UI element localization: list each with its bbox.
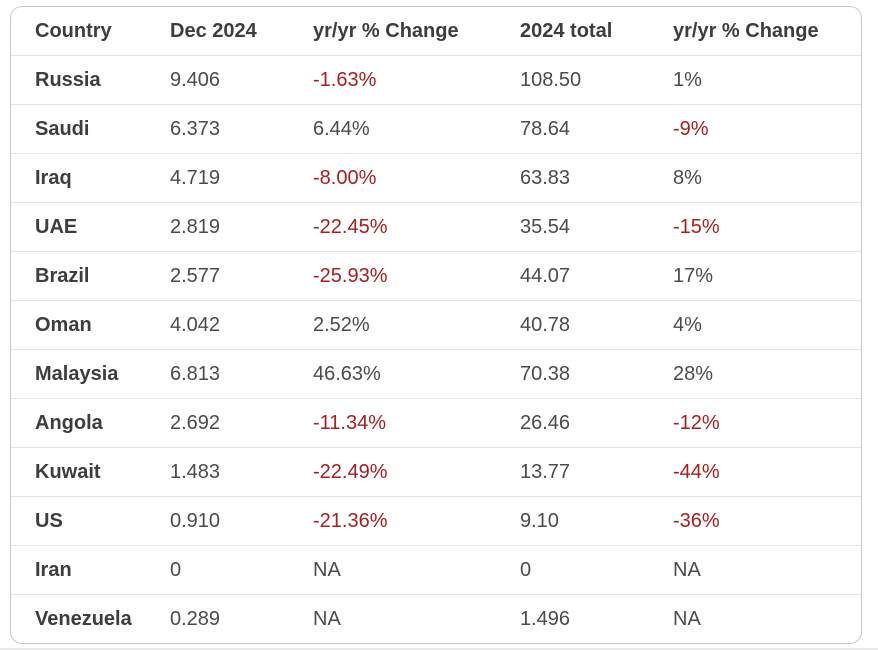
cell-2024-total: 9.10 — [520, 496, 673, 546]
cell-yoy-change-year: 28% — [673, 349, 861, 399]
cell-country: Kuwait — [11, 447, 170, 497]
cell-yoy-change-year: 4% — [673, 300, 861, 350]
cell-yoy-change-year: -44% — [673, 447, 861, 497]
cell-2024-total: 13.77 — [520, 447, 673, 497]
cell-country: Brazil — [11, 251, 170, 301]
country-exports-table-card: Country Dec 2024 yr/yr % Change 2024 tot… — [10, 6, 862, 644]
table-row: Saudi 6.373 6.44% 78.64 -9% — [11, 104, 861, 154]
cell-country: Malaysia — [11, 349, 170, 399]
cell-country: US — [11, 496, 170, 546]
cell-yoy-change-month: 2.52% — [313, 300, 520, 350]
table-row: UAE 2.819 -22.45% 35.54 -15% — [11, 202, 861, 252]
cell-country: Iraq — [11, 153, 170, 203]
cell-2024-total: 108.50 — [520, 55, 673, 105]
table-row: Venezuela 0.289 NA 1.496 NA — [11, 595, 861, 644]
table-row: Oman 4.042 2.52% 40.78 4% — [11, 300, 861, 350]
cell-2024-total: 26.46 — [520, 398, 673, 448]
cell-country: Angola — [11, 398, 170, 448]
cell-yoy-change-year: -15% — [673, 202, 861, 252]
cell-country: Oman — [11, 300, 170, 350]
cell-dec-2024: 2.819 — [170, 202, 313, 252]
cell-country: Saudi — [11, 104, 170, 154]
cell-2024-total: 70.38 — [520, 349, 673, 399]
cell-country: Iran — [11, 545, 170, 595]
cell-yoy-change-month: 46.63% — [313, 349, 520, 399]
cell-yoy-change-month: -22.45% — [313, 202, 520, 252]
column-header-dec-2024: Dec 2024 — [170, 7, 313, 56]
cell-yoy-change-year: 17% — [673, 251, 861, 301]
table-row: Angola 2.692 -11.34% 26.46 -12% — [11, 398, 861, 448]
cell-yoy-change-month: -25.93% — [313, 251, 520, 301]
cell-dec-2024: 0.910 — [170, 496, 313, 546]
cell-yoy-change-year: NA — [673, 607, 701, 630]
table-row: US 0.910 -21.36% 9.10 -36% — [11, 496, 861, 546]
column-header-yoy-change-year: yr/yr % Change — [673, 7, 861, 56]
cell-country: Venezuela — [35, 607, 132, 630]
cell-yoy-change-month: -1.63% — [313, 55, 520, 105]
cell-yoy-change-month: -11.34% — [313, 398, 520, 448]
column-header-2024-total: 2024 total — [520, 7, 673, 56]
cell-yoy-change-month: -21.36% — [313, 496, 520, 546]
cell-yoy-change-year: -36% — [673, 496, 861, 546]
cell-yoy-change-month: -22.49% — [313, 447, 520, 497]
cell-dec-2024: 6.373 — [170, 104, 313, 154]
cell-2024-total: 40.78 — [520, 300, 673, 350]
table-row: Brazil 2.577 -25.93% 44.07 17% — [11, 251, 861, 301]
cell-yoy-change-month: 6.44% — [313, 104, 520, 154]
table-header-row: Country Dec 2024 yr/yr % Change 2024 tot… — [11, 7, 861, 56]
cell-dec-2024: 4.719 — [170, 153, 313, 203]
cell-dec-2024: 4.042 — [170, 300, 313, 350]
cell-dec-2024: 9.406 — [170, 55, 313, 105]
cell-dec-2024: 1.483 — [170, 447, 313, 497]
cell-2024-total: 44.07 — [520, 251, 673, 301]
cell-2024-total: 63.83 — [520, 153, 673, 203]
cell-dec-2024: 6.813 — [170, 349, 313, 399]
cell-yoy-change-month: -8.00% — [313, 153, 520, 203]
bottom-edge-divider — [0, 648, 878, 650]
cell-country: Russia — [11, 55, 170, 105]
cell-yoy-change-year: 1% — [673, 55, 861, 105]
table-row: Kuwait 1.483 -22.49% 13.77 -44% — [11, 447, 861, 497]
cell-dec-2024: 2.577 — [170, 251, 313, 301]
cell-yoy-change-year: -12% — [673, 398, 861, 448]
cell-yoy-change-year: 8% — [673, 153, 861, 203]
cell-yoy-change-year: -9% — [673, 104, 861, 154]
table-row: Malaysia 6.813 46.63% 70.38 28% — [11, 349, 861, 399]
cell-yoy-change-month: NA — [313, 545, 520, 595]
cell-2024-total: 78.64 — [520, 104, 673, 154]
cell-dec-2024: 0.289 — [170, 607, 221, 630]
cell-2024-total: 0 — [520, 545, 673, 595]
country-exports-table: Country Dec 2024 yr/yr % Change 2024 tot… — [11, 7, 861, 643]
column-header-country: Country — [11, 7, 170, 56]
cell-yoy-change-year: NA — [673, 545, 861, 595]
table-row: Russia 9.406 -1.63% 108.50 1% — [11, 55, 861, 105]
cell-country: UAE — [11, 202, 170, 252]
column-header-yoy-change-month: yr/yr % Change — [313, 7, 520, 56]
cell-dec-2024: 2.692 — [170, 398, 313, 448]
cell-dec-2024: 0 — [170, 545, 313, 595]
cell-yoy-change-month: NA — [313, 607, 341, 630]
table-row: Iraq 4.719 -8.00% 63.83 8% — [11, 153, 861, 203]
cell-2024-total: 1.496 — [520, 607, 571, 630]
table-row: Iran 0 NA 0 NA — [11, 545, 861, 595]
cell-2024-total: 35.54 — [520, 202, 673, 252]
